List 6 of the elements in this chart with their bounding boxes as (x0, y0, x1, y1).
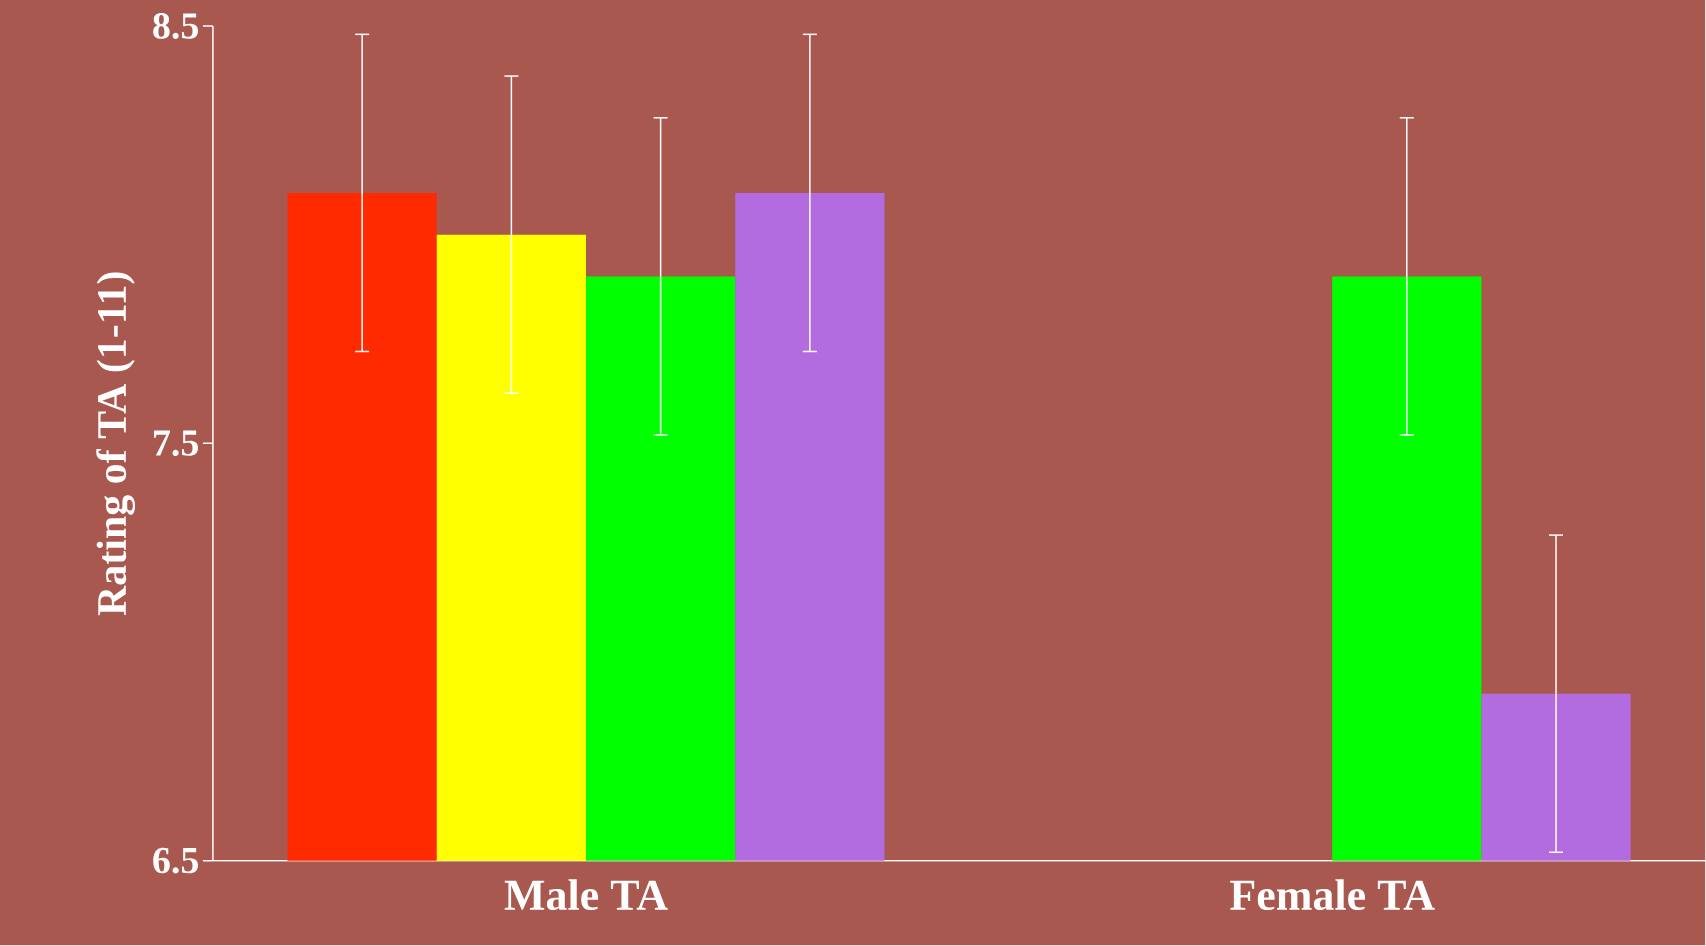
y-axis-title: Rating of TA (1-11) (96, 272, 136, 616)
y-tick-label: 8.5 (153, 13, 198, 40)
x-tick-label: Female TA (1230, 879, 1435, 911)
y-tick-label: 7.5 (154, 430, 198, 457)
x-tick-label: Male TA (504, 879, 668, 911)
y-tick-label: 6.5 (153, 847, 198, 874)
